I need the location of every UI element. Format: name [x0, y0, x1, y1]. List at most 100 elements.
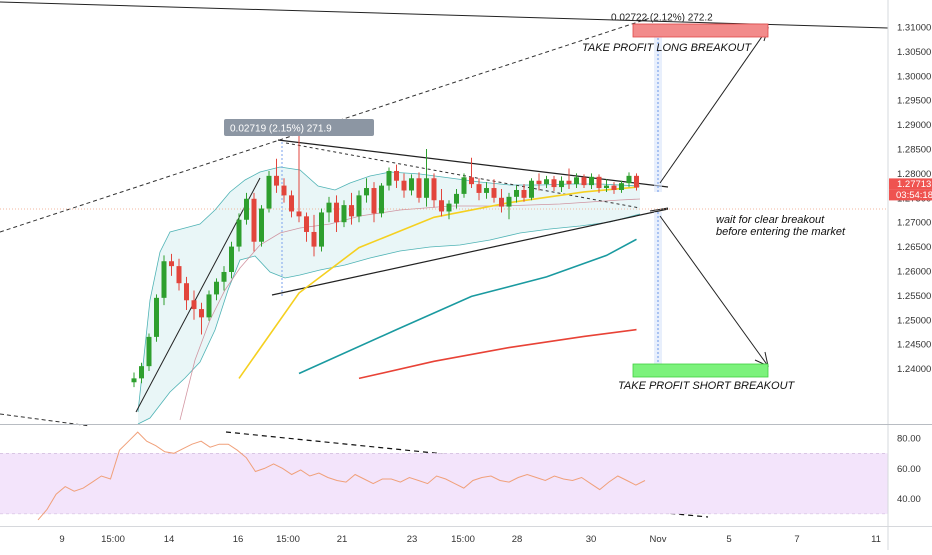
note-line-2: before entering the market	[716, 226, 846, 238]
candle-body	[581, 177, 587, 186]
candle-body	[461, 177, 467, 194]
measure-label-2: 0.02722 (2.12%) 272.2	[611, 13, 713, 24]
candle-body	[326, 202, 332, 213]
candle-body	[296, 211, 302, 217]
annotation-layer: 0.02719 (2.15%) 271.9 0.02722 (2.12%) 27…	[224, 13, 846, 392]
time-tick-label: 5	[726, 534, 731, 545]
candle-body	[499, 197, 504, 207]
rsi-tick-label: 80.00	[897, 434, 921, 445]
candle-body	[521, 189, 527, 198]
long-breakout-arrow	[659, 27, 769, 184]
price-tick-label: 1.24000	[897, 364, 931, 375]
candle-body	[349, 205, 354, 217]
candle-body	[506, 196, 512, 207]
candle-body	[139, 366, 144, 379]
candle-body	[589, 176, 594, 186]
candle-body	[529, 180, 534, 198]
candle-body	[191, 300, 197, 310]
bollinger-upper	[137, 166, 641, 413]
candle-body	[214, 281, 219, 295]
last-price-label: 1.27713	[897, 179, 931, 190]
candle-body	[476, 184, 482, 193]
candle-body	[596, 176, 602, 189]
candle-body	[401, 180, 407, 191]
countdown-badge	[889, 189, 932, 201]
price-tick-label: 1.28500	[897, 145, 931, 156]
candle-body	[334, 202, 339, 223]
price-tick-label: 1.26500	[897, 242, 931, 253]
candle-body	[229, 246, 234, 272]
candle-body	[341, 205, 347, 223]
price-tick-label: 1.24500	[897, 340, 931, 351]
candle-body	[364, 188, 369, 196]
take-profit-short-label: TAKE PROFIT SHORT BREAKOUT	[618, 380, 796, 392]
candle-body	[566, 180, 572, 185]
candle-body	[221, 271, 227, 282]
candle-body	[356, 195, 362, 217]
candle-body	[491, 188, 497, 198]
time-tick-label: 14	[164, 534, 175, 545]
time-tick-label: 9	[59, 534, 64, 545]
candle-body	[431, 178, 437, 201]
candle-body	[551, 179, 557, 188]
price-tick-label: 1.25500	[897, 291, 931, 302]
candle-body	[251, 198, 257, 242]
take-profit-long-label: TAKE PROFIT LONG BREAKOUT	[582, 42, 752, 54]
rsi-tick-label: 40.00	[897, 494, 921, 505]
candle-body	[274, 175, 279, 186]
candle-body	[544, 179, 549, 185]
time-tick-label: 15:00	[101, 534, 125, 545]
candle-body	[574, 177, 579, 185]
price-tick-label: 1.28000	[897, 169, 931, 180]
candle-body	[304, 216, 309, 232]
time-tick-label: 23	[407, 534, 418, 545]
candle-body	[626, 175, 632, 184]
time-tick-label: 28	[512, 534, 523, 545]
measure-label-bg	[224, 119, 374, 136]
rsi-band	[0, 453, 888, 514]
time-tick-label: 15:00	[451, 534, 475, 545]
time-tick-label: 16	[233, 534, 244, 545]
time-tick-label: 30	[586, 534, 597, 545]
price-tick-label: 1.29000	[897, 120, 931, 131]
note-line-1: wait for clear breakout	[716, 214, 825, 226]
candle-body	[619, 183, 624, 190]
take-profit-short-box	[632, 363, 769, 378]
candle-body	[604, 185, 609, 189]
candle-body	[634, 175, 639, 188]
time-tick-label: Nov	[650, 534, 667, 545]
candle-body	[409, 178, 414, 191]
moving-average-3	[358, 328, 637, 380]
countdown-label: 03:54:18	[896, 190, 932, 201]
candle-body	[206, 294, 212, 318]
moving-averages	[238, 186, 637, 380]
bollinger-basis	[179, 198, 641, 421]
price-tick-label: 1.29500	[897, 96, 931, 107]
candles	[131, 129, 639, 388]
bollinger-fill	[138, 167, 640, 424]
candle-body	[184, 283, 189, 301]
candle-body	[454, 193, 459, 204]
price-tick-label: 1.26000	[897, 267, 931, 278]
dashed-trendline-rising	[0, 17, 651, 233]
time-axis[interactable]: 9 15:00 14 16 15:00 21 23 15:00 28 30 Nov 5 7 11	[59, 534, 881, 545]
candle-body	[131, 378, 137, 383]
candle-body	[469, 177, 474, 185]
candle-body	[289, 195, 294, 212]
triangle-lower	[271, 208, 669, 296]
candle-body	[176, 266, 182, 284]
measure-range-long	[654, 34, 662, 192]
candle-body	[514, 189, 519, 197]
take-profit-long-box	[632, 23, 769, 38]
candle-body	[199, 309, 204, 318]
breakout-connector	[649, 207, 669, 212]
time-tick-label: 7	[794, 534, 799, 545]
price-tick-label: 1.25000	[897, 315, 931, 326]
time-tick-label: 21	[337, 534, 348, 545]
candle-body	[394, 170, 399, 181]
bollinger-bands	[137, 166, 641, 425]
candle-body	[161, 261, 167, 298]
